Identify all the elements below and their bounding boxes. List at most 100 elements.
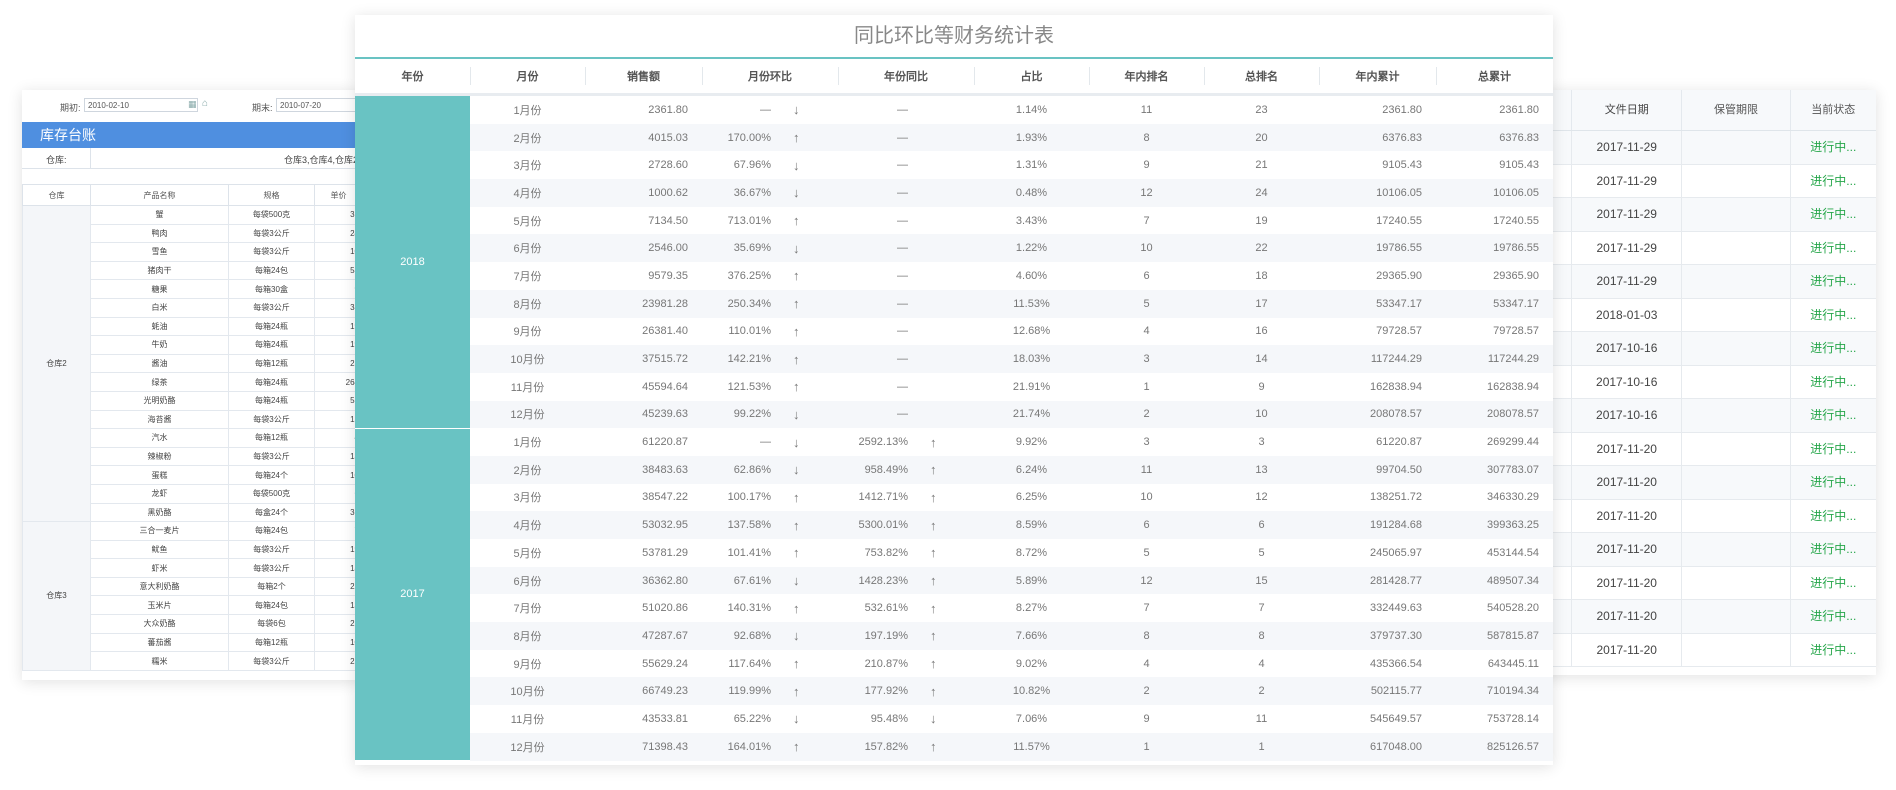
document-row[interactable]: 2017-11-20 进行中... xyxy=(1440,633,1876,667)
status-link[interactable]: 进行中... xyxy=(1789,399,1876,432)
price-cell: 25 xyxy=(314,353,362,374)
arrow-up-icon: ↑ xyxy=(930,545,937,561)
status-link[interactable]: 进行中... xyxy=(1789,466,1876,499)
year-rank-cell: 10 xyxy=(1140,491,1153,504)
document-row[interactable]: 2017-11-20 进行中... xyxy=(1440,566,1876,600)
mom-cell: 250.34% xyxy=(702,289,785,318)
warehouse-value[interactable]: 仓库3,仓库4,仓库2 xyxy=(283,155,358,165)
col-header-year: 年份 xyxy=(355,59,470,96)
status-link[interactable]: 进行中... xyxy=(1789,164,1876,197)
file-date-cell: 2017-11-20 xyxy=(1571,533,1681,566)
month-cell: 2月份 xyxy=(470,123,585,152)
file-date-cell: 2017-11-29 xyxy=(1571,231,1681,264)
empty-arrow-cell xyxy=(922,123,974,152)
document-row[interactable]: 2018-01-03 进行中... xyxy=(1440,298,1876,332)
total-rank-cell: 1 xyxy=(1204,732,1319,761)
start-date-input[interactable]: 2010-02-10 xyxy=(84,98,198,112)
spec-cell: 每箱24瓶 xyxy=(228,316,315,337)
status-link[interactable]: 进行中... xyxy=(1789,365,1876,398)
status-link[interactable]: 进行中... xyxy=(1789,566,1876,599)
sales-cell: 66749.23 xyxy=(585,677,702,706)
retention-cell xyxy=(1681,633,1789,666)
total-rank-cell: 20 xyxy=(1204,123,1319,152)
home-icon[interactable]: ⌂ xyxy=(202,98,209,109)
year-cum-cell: 10106.05 xyxy=(1319,179,1436,207)
total-cum-cell: 79728.57 xyxy=(1493,325,1539,338)
status-link[interactable]: 进行中... xyxy=(1789,499,1876,532)
status-link[interactable]: 进行中... xyxy=(1789,432,1876,465)
col-header-total-cum: 总累计 xyxy=(1436,59,1553,96)
col-header-warehouse: 仓库 xyxy=(22,184,91,206)
share-cell: 1.22% xyxy=(974,234,1089,263)
total-rank-cell: 6 xyxy=(1204,511,1319,539)
product-cell: 辣椒粉 xyxy=(90,446,229,467)
status-link[interactable]: 进行中... xyxy=(1789,198,1876,231)
year-rank-cell: 3 xyxy=(1143,436,1150,449)
yoy-cell: 1428.23% xyxy=(838,566,922,595)
total-cum-cell: 2361.80 xyxy=(1499,103,1539,116)
document-row[interactable]: 2017-11-29 进行中... xyxy=(1440,164,1876,198)
status-link[interactable]: 进行中... xyxy=(1789,332,1876,365)
end-date-input[interactable]: 2010-07-20 xyxy=(276,98,362,112)
year-rank-cell: 4 xyxy=(1143,657,1150,670)
share-cell: 10.82% xyxy=(974,677,1089,706)
year-cum-cell: 61220.87 xyxy=(1376,436,1422,449)
status-link[interactable]: 进行中... xyxy=(1789,600,1876,633)
spec-cell: 每盒24个 xyxy=(228,502,315,523)
total-cum-cell: 117244.29 xyxy=(1436,345,1553,373)
status-link[interactable]: 进行中... xyxy=(1789,533,1876,566)
share-cell: 21.74% xyxy=(974,400,1089,429)
total-rank-cell: 22 xyxy=(1204,234,1319,263)
mom-cell: — xyxy=(760,436,771,449)
retention-cell xyxy=(1681,600,1789,633)
arrow-up-icon: ↑ xyxy=(922,511,974,539)
file-date-cell: 2017-11-29 xyxy=(1571,265,1681,298)
document-row[interactable]: 2017-11-29 进行中... xyxy=(1440,231,1876,265)
total-rank-cell: 8 xyxy=(1204,622,1319,650)
sales-cell: 26381.40 xyxy=(642,325,688,338)
yoy-cell: — xyxy=(838,400,922,429)
inventory-row: 龙虾每袋500克6 xyxy=(23,483,362,504)
document-row[interactable]: 2017-11-20 进行中... xyxy=(1440,499,1876,533)
total-cum-cell: 208078.57 xyxy=(1436,400,1553,429)
document-row[interactable]: 2017-11-20 进行中... xyxy=(1440,432,1876,466)
total-rank-cell: 11 xyxy=(1255,712,1268,725)
status-link[interactable]: 进行中... xyxy=(1789,265,1876,298)
arrow-down-icon: ↓ xyxy=(785,179,838,207)
year-cum-cell: 79728.57 xyxy=(1376,325,1422,338)
inventory-row: 仓库2蟹每袋500克31 xyxy=(22,204,362,523)
spec-cell: 每袋500克 xyxy=(228,483,315,504)
inventory-row: 糖果每箱30盒9 xyxy=(23,279,362,299)
year-cum-cell: 6376.83 xyxy=(1319,123,1436,152)
total-cum-cell: 9105.43 xyxy=(1499,159,1539,172)
status-link[interactable]: 进行中... xyxy=(1789,298,1876,331)
yoy-cell: — xyxy=(897,159,908,172)
retention-cell xyxy=(1681,332,1789,365)
sales-cell: 71398.43 xyxy=(585,732,702,761)
calendar-icon[interactable]: ▦ xyxy=(188,99,197,109)
arrow-up-icon: ↑ xyxy=(785,677,838,706)
total-rank-cell: 23 xyxy=(1255,103,1268,116)
warehouse-filter-row: 仓库: 仓库3,仓库4,仓库2 xyxy=(22,148,362,169)
year-cum-cell: 245065.97 xyxy=(1370,546,1422,559)
product-cell: 三合一麦片 xyxy=(90,521,229,541)
sales-cell: 2361.80 xyxy=(648,103,688,116)
year-rank-cell: 2 xyxy=(1089,677,1204,706)
month-cell: 5月份 xyxy=(513,215,542,228)
inventory-row: 猪肉干每箱24包53 xyxy=(23,260,362,281)
status-link[interactable]: 进行中... xyxy=(1789,131,1876,164)
status-link[interactable]: 进行中... xyxy=(1789,633,1876,666)
year-rank-cell: 11 xyxy=(1140,103,1153,116)
sales-cell: 53781.29 xyxy=(642,546,688,559)
finance-row: 9月份 26381.40 110.01% ↑ — 12.68% 4 16 79728.57 797… xyxy=(355,318,1553,346)
status-link[interactable]: 进行中... xyxy=(1789,231,1876,264)
sales-cell: 2728.60 xyxy=(648,159,688,172)
empty-arrow-cell xyxy=(922,95,974,124)
total-rank-cell: 12 xyxy=(1255,491,1268,504)
share-cell: 9.02% xyxy=(1015,657,1048,670)
month-cell: 11月份 xyxy=(510,381,545,394)
product-cell: 白米 xyxy=(90,297,229,318)
document-row[interactable]: 2017-10-16 进行中... xyxy=(1440,365,1876,399)
inventory-row: 蛋糕每箱24个10 xyxy=(23,465,362,485)
warehouse-label: 仓库: xyxy=(46,155,67,165)
